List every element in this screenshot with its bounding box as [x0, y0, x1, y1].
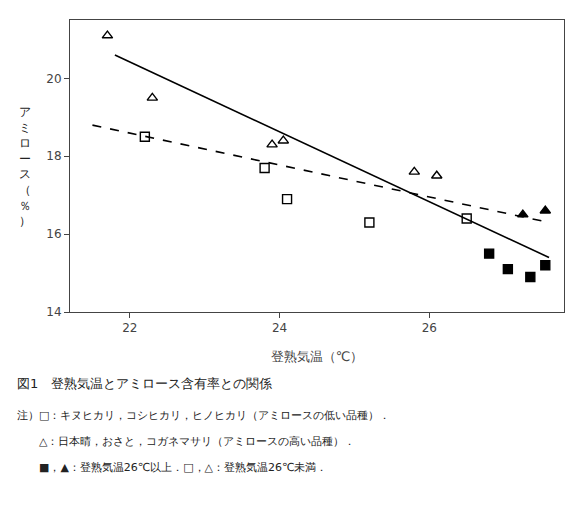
svg-text:18: 18 — [46, 149, 61, 163]
svg-text:△：日本晴，おさと，コガネマサリ（アミロースの高い品種）．: △：日本晴，おさと，コガネマサリ（アミロースの高い品種）． — [17, 435, 355, 448]
svg-text:注）□：キヌヒカリ，コシヒカリ，ヒノヒカリ（アミロースの低い: 注）□：キヌヒカリ，コシヒカリ，ヒノヒカリ（アミロースの低い品種）． — [17, 409, 390, 422]
svg-text:22: 22 — [122, 321, 137, 335]
svg-text:登熟気温（℃）: 登熟気温（℃） — [271, 349, 364, 364]
svg-text:14: 14 — [46, 305, 61, 319]
svg-text:図1 登熟気温とアミロース含有率との関係: 図1 登熟気温とアミロース含有率との関係 — [17, 376, 272, 391]
svg-text:16: 16 — [46, 227, 61, 241]
svg-text:アミロース（％）: アミロース（％） — [19, 105, 31, 228]
svg-text:20: 20 — [46, 72, 61, 86]
svg-text:24: 24 — [272, 321, 287, 335]
svg-text:26: 26 — [422, 321, 437, 335]
svg-text:■，▲：登熟気温26℃以上．□，△：登熟気温26℃未満．: ■，▲：登熟気温26℃以上．□，△：登熟気温26℃未満． — [17, 461, 327, 474]
